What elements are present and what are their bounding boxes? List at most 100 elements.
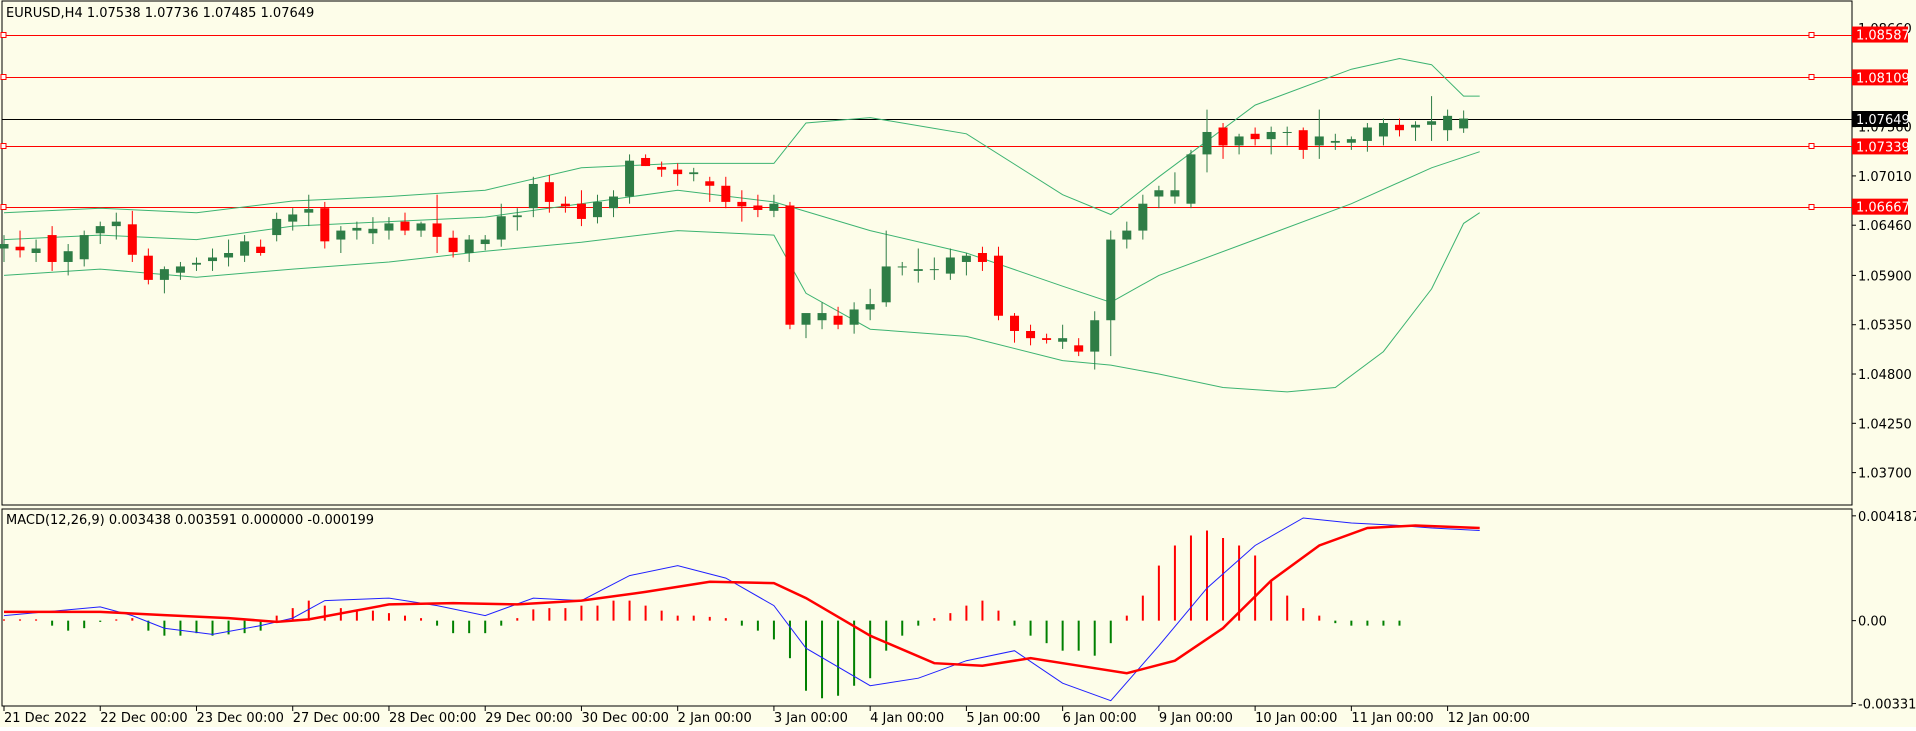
candle-body-bull bbox=[368, 228, 378, 234]
bollinger-lower-band bbox=[3, 212, 1480, 393]
candle-body-bull bbox=[191, 262, 201, 265]
candle-body-bull bbox=[0, 244, 9, 249]
candle-body-bull bbox=[1154, 190, 1164, 197]
time-axis: 21 Dec 2022 22 Dec 00:00 23 Dec 00:00 27 De… bbox=[3, 706, 1530, 726]
candle-body-bear bbox=[657, 166, 667, 170]
candle-body-bear bbox=[737, 201, 747, 207]
time-tick-label: 22 Dec 00:00 bbox=[100, 711, 187, 726]
candle-body-bull bbox=[801, 313, 811, 325]
candle-body-bull bbox=[689, 172, 699, 175]
candle-body-bull bbox=[384, 223, 394, 231]
level-price-label: 1.07339 bbox=[1856, 140, 1910, 155]
time-tick-label: 9 Jan 00:00 bbox=[1159, 711, 1233, 726]
candle-body-bull bbox=[480, 239, 490, 245]
candle-body-bear bbox=[673, 169, 683, 175]
candle-body-bull bbox=[929, 269, 939, 271]
candle-body-bull bbox=[159, 269, 169, 280]
candle-body-bear bbox=[143, 255, 153, 280]
macd-main-line bbox=[3, 517, 1480, 702]
candle-body-bull bbox=[865, 304, 875, 310]
candle-body-bear bbox=[544, 182, 554, 202]
candle-body-bear bbox=[320, 208, 330, 242]
candle-body-bear bbox=[256, 246, 266, 253]
level-anchor bbox=[1808, 204, 1815, 210]
time-tick-label: 4 Jan 00:00 bbox=[870, 711, 944, 726]
candle-body-bull bbox=[63, 251, 73, 262]
candle-body-bear bbox=[15, 246, 25, 251]
time-tick-label: 3 Jan 00:00 bbox=[774, 711, 848, 726]
candle-body-bull bbox=[961, 255, 971, 262]
candle-body-bull bbox=[288, 214, 298, 222]
candle-body-bear bbox=[1298, 130, 1308, 150]
candle-body-bull bbox=[849, 309, 859, 325]
candle-body-bull bbox=[609, 196, 619, 209]
candle-body-bull bbox=[913, 269, 923, 271]
candle-body-bull bbox=[352, 227, 362, 231]
candle-body-bull bbox=[881, 266, 891, 303]
candle-body-bear bbox=[641, 157, 651, 167]
candle-body-bear bbox=[993, 255, 1003, 316]
candle-body-bull bbox=[208, 257, 218, 262]
candle-body-bull bbox=[1459, 118, 1469, 129]
candle-body-bear bbox=[560, 203, 570, 207]
candle-body-bull bbox=[1122, 230, 1132, 240]
candle-body-bull bbox=[945, 257, 955, 274]
macd-tick-label: 0.004187 bbox=[1858, 510, 1916, 525]
candle-body-bear bbox=[721, 185, 731, 202]
candle-body-bull bbox=[592, 201, 602, 218]
price-tick-label: 1.03700 bbox=[1858, 467, 1912, 482]
candle-body-bull bbox=[1234, 136, 1244, 146]
candle-body-bear bbox=[977, 253, 987, 262]
candle-body-bull bbox=[464, 239, 474, 253]
candle-body-bear bbox=[753, 205, 763, 210]
candle-body-bull bbox=[1282, 131, 1292, 133]
time-tick-label: 10 Jan 00:00 bbox=[1255, 711, 1337, 726]
candle-body-bull bbox=[272, 218, 282, 236]
level-anchor bbox=[1808, 74, 1815, 80]
price-tick-label: 1.06460 bbox=[1858, 219, 1912, 234]
candle-body-bull bbox=[1427, 121, 1437, 125]
level-anchor bbox=[0, 74, 7, 80]
current-price-label: 1.07649 bbox=[1856, 113, 1910, 128]
candle-body-bull bbox=[1266, 131, 1276, 140]
candle-body-bull bbox=[897, 266, 907, 268]
candle-body-bear bbox=[432, 223, 442, 237]
candle-body-bear bbox=[1042, 338, 1052, 340]
candle-body-bull bbox=[416, 223, 426, 231]
candle-body-bull bbox=[1362, 127, 1372, 141]
candle-body-bull bbox=[1138, 203, 1148, 231]
candle-body-bull bbox=[224, 253, 234, 258]
level-anchor bbox=[1808, 32, 1815, 38]
candle-body-bear bbox=[448, 237, 458, 253]
macd-panel-header: MACD(12,26,9) 0.003438 0.003591 0.000000… bbox=[6, 513, 374, 528]
time-tick-label: 30 Dec 00:00 bbox=[581, 711, 668, 726]
price-tick-label: 1.07010 bbox=[1858, 170, 1912, 185]
candle-body-bear bbox=[400, 221, 410, 231]
candle-body-bull bbox=[1106, 239, 1116, 321]
candlestick-series bbox=[0, 96, 1469, 370]
horizontal-levels bbox=[0, 32, 1852, 210]
current-price-box bbox=[1852, 111, 1908, 127]
candle-body-bull bbox=[769, 203, 779, 211]
candle-body-bear bbox=[47, 235, 57, 262]
level-price-box bbox=[1852, 26, 1908, 43]
level-anchor bbox=[0, 32, 7, 38]
candle-body-bear bbox=[1010, 315, 1020, 331]
price-tick-label: 1.05900 bbox=[1858, 269, 1912, 284]
level-anchor bbox=[1808, 143, 1815, 149]
time-tick-label: 6 Jan 00:00 bbox=[1063, 711, 1137, 726]
candle-body-bull bbox=[496, 216, 506, 240]
price-tick-label: 1.04800 bbox=[1858, 368, 1912, 383]
time-tick-label: 2 Jan 00:00 bbox=[678, 711, 752, 726]
candle-body-bull bbox=[336, 230, 346, 240]
candle-body-bear bbox=[705, 181, 715, 186]
candle-body-bear bbox=[127, 224, 137, 255]
time-tick-label: 12 Jan 00:00 bbox=[1448, 711, 1530, 726]
candle-body-bull bbox=[31, 248, 41, 253]
candle-body-bull bbox=[817, 313, 827, 321]
level-anchor bbox=[0, 204, 7, 210]
